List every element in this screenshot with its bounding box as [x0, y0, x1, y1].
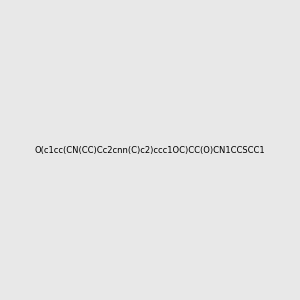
Text: O(c1cc(CN(CC)Cc2cnn(C)c2)ccc1OC)CC(O)CN1CCSCC1: O(c1cc(CN(CC)Cc2cnn(C)c2)ccc1OC)CC(O)CN1… — [35, 146, 265, 154]
